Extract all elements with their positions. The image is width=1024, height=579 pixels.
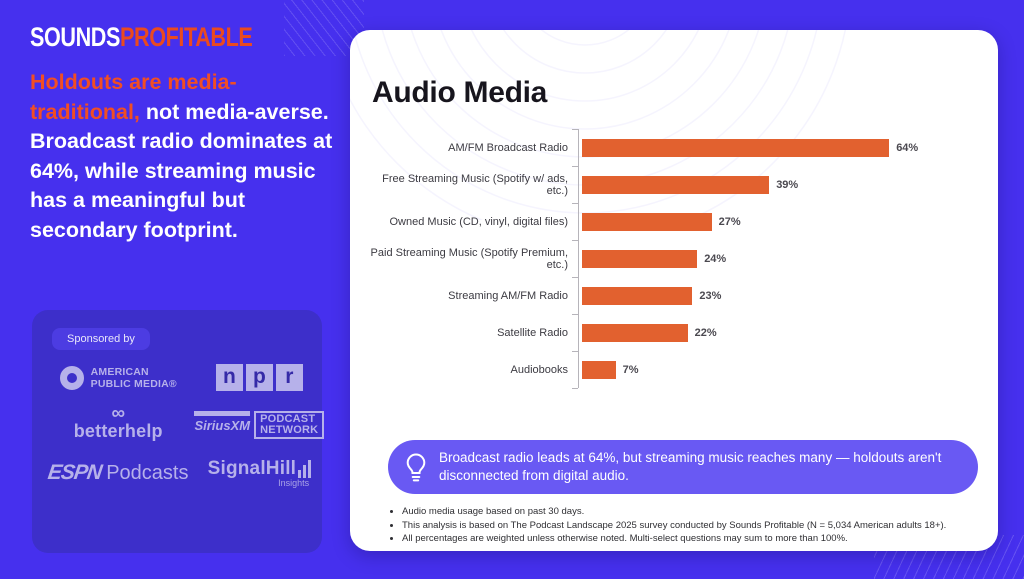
- insight-callout: Broadcast radio leads at 64%, but stream…: [388, 440, 978, 494]
- footnote: This analysis is based on The Podcast La…: [402, 519, 978, 533]
- siriusxm-wordmark: SiriusXM: [194, 410, 251, 439]
- podcast-label: PODCAST: [260, 412, 316, 425]
- category-label: Free Streaming Music (Spotify w/ ads, et…: [382, 172, 568, 197]
- logo-text-sounds: SOUNDS: [30, 22, 121, 52]
- apm-wordmark: AMERICAN PUBLIC MEDIA®: [91, 366, 177, 390]
- bar: [582, 323, 688, 342]
- bar-track: 22%: [572, 313, 974, 351]
- bar: [582, 175, 770, 194]
- siriusxm-podcast-network-logo: SiriusXM PODCAST NETWORK: [194, 410, 325, 439]
- npr-logo: n p r: [215, 364, 303, 391]
- category-label: Owned Music (CD, vinyl, digital files): [389, 215, 569, 228]
- value-label: 22%: [694, 326, 717, 339]
- bar-track: 27%: [572, 202, 974, 240]
- signal-hill-wordmark: SignalHill: [208, 458, 312, 480]
- value-label: 27%: [718, 215, 741, 228]
- signal-hill-bars-icon: [298, 460, 312, 480]
- headline-highlight: Holdouts are media-traditional,: [30, 70, 237, 124]
- category-label: Satellite Radio: [497, 326, 568, 339]
- lightbulb-icon: [406, 452, 426, 481]
- bar: [582, 212, 712, 231]
- siriusxm-name: SiriusXM: [194, 417, 251, 433]
- apm-line2: PUBLIC MEDIA®: [90, 377, 177, 390]
- american-public-media-logo: AMERICAN PUBLIC MEDIA®: [59, 365, 177, 390]
- content-card: Audio Media AM/FM Broadcast Radio 64% Free…: [350, 30, 998, 551]
- betterhelp-knot-icon: ∞: [111, 403, 125, 424]
- sponsored-by-badge: Sponsored by: [52, 328, 150, 350]
- chart-row: AM/FM Broadcast Radio 64%: [370, 128, 974, 166]
- value-label: 24%: [704, 252, 727, 265]
- bar-chart: AM/FM Broadcast Radio 64% Free Streaming M…: [370, 128, 974, 389]
- bar: [582, 286, 693, 305]
- value-label: 23%: [699, 289, 722, 302]
- sponsor-box: Sponsored by AMERICAN PUBLIC MEDIA® n p …: [32, 310, 325, 553]
- npr-letter-p: p: [245, 364, 273, 391]
- chart-row: Audiobooks 7%: [370, 350, 974, 389]
- card-title: Audio Media: [372, 76, 548, 109]
- espn-wordmark: ESPN: [46, 461, 103, 484]
- chart-row: Satellite Radio 22%: [370, 313, 974, 351]
- signal-hill-insights-logo: SignalHill Insights: [208, 458, 312, 488]
- bar: [582, 138, 890, 157]
- bar-track: 7%: [572, 350, 974, 389]
- left-panel: SOUNDSPROFITABLE Holdouts are media-trad…: [0, 0, 350, 579]
- network-label: NETWORK: [260, 423, 319, 436]
- footnotes: Audio media usage based on past 30 days.…: [402, 505, 978, 546]
- category-label: AM/FM Broadcast Radio: [448, 141, 568, 154]
- logo-text-profitable: PROFITABLE: [120, 22, 253, 52]
- bar-track: 39%: [572, 165, 974, 203]
- bar: [582, 360, 616, 379]
- footnote: Audio media usage based on past 30 days.: [402, 505, 978, 519]
- chart-row: Paid Streaming Music (Spotify Premium, e…: [370, 239, 974, 277]
- footnote: All percentages are weighted unless othe…: [402, 532, 978, 546]
- espn-podcasts-logo: ESPN Podcasts: [46, 461, 189, 485]
- betterhelp-logo: ∞ betterhelp: [73, 403, 163, 442]
- apm-circle-icon: [59, 365, 84, 390]
- value-label: 39%: [776, 178, 799, 191]
- value-label: 7%: [622, 363, 639, 376]
- apm-line1: AMERICAN: [90, 365, 149, 378]
- chart-row: Owned Music (CD, vinyl, digital files) 27…: [370, 202, 974, 240]
- value-label: 64%: [896, 141, 919, 154]
- signal-hill-name: SignalHill: [207, 458, 297, 479]
- category-label: Audiobooks: [510, 363, 569, 376]
- bar-track: 23%: [572, 276, 974, 314]
- sponsor-logo-grid: AMERICAN PUBLIC MEDIA® n p r ∞ betterhel…: [46, 364, 325, 488]
- sounds-profitable-logo: SOUNDSPROFITABLE: [30, 22, 253, 53]
- npr-letter-r: r: [275, 364, 303, 391]
- headline: Holdouts are media-traditional, not medi…: [30, 68, 333, 245]
- npr-letter-n: n: [215, 364, 243, 391]
- bar: [582, 249, 698, 268]
- bar-track: 24%: [572, 239, 974, 277]
- chart-row: Free Streaming Music (Spotify w/ ads, et…: [370, 165, 974, 203]
- betterhelp-wordmark: betterhelp: [73, 421, 163, 441]
- signal-hill-insights-label: Insights: [278, 478, 310, 488]
- espn-podcasts-label: Podcasts: [106, 462, 189, 484]
- siriusxm-bar-decoration: [194, 410, 251, 416]
- headline-rest: not media-averse. Broadcast radio domina…: [30, 99, 333, 242]
- category-label: Streaming AM/FM Radio: [448, 289, 568, 302]
- callout-text: Broadcast radio leads at 64%, but stream…: [439, 449, 942, 484]
- category-label: Paid Streaming Music (Spotify Premium, e…: [370, 246, 568, 271]
- chart-row: Streaming AM/FM Radio 23%: [370, 276, 974, 314]
- podcast-network-box: PODCAST NETWORK: [254, 410, 325, 439]
- bar-track: 64%: [572, 128, 974, 166]
